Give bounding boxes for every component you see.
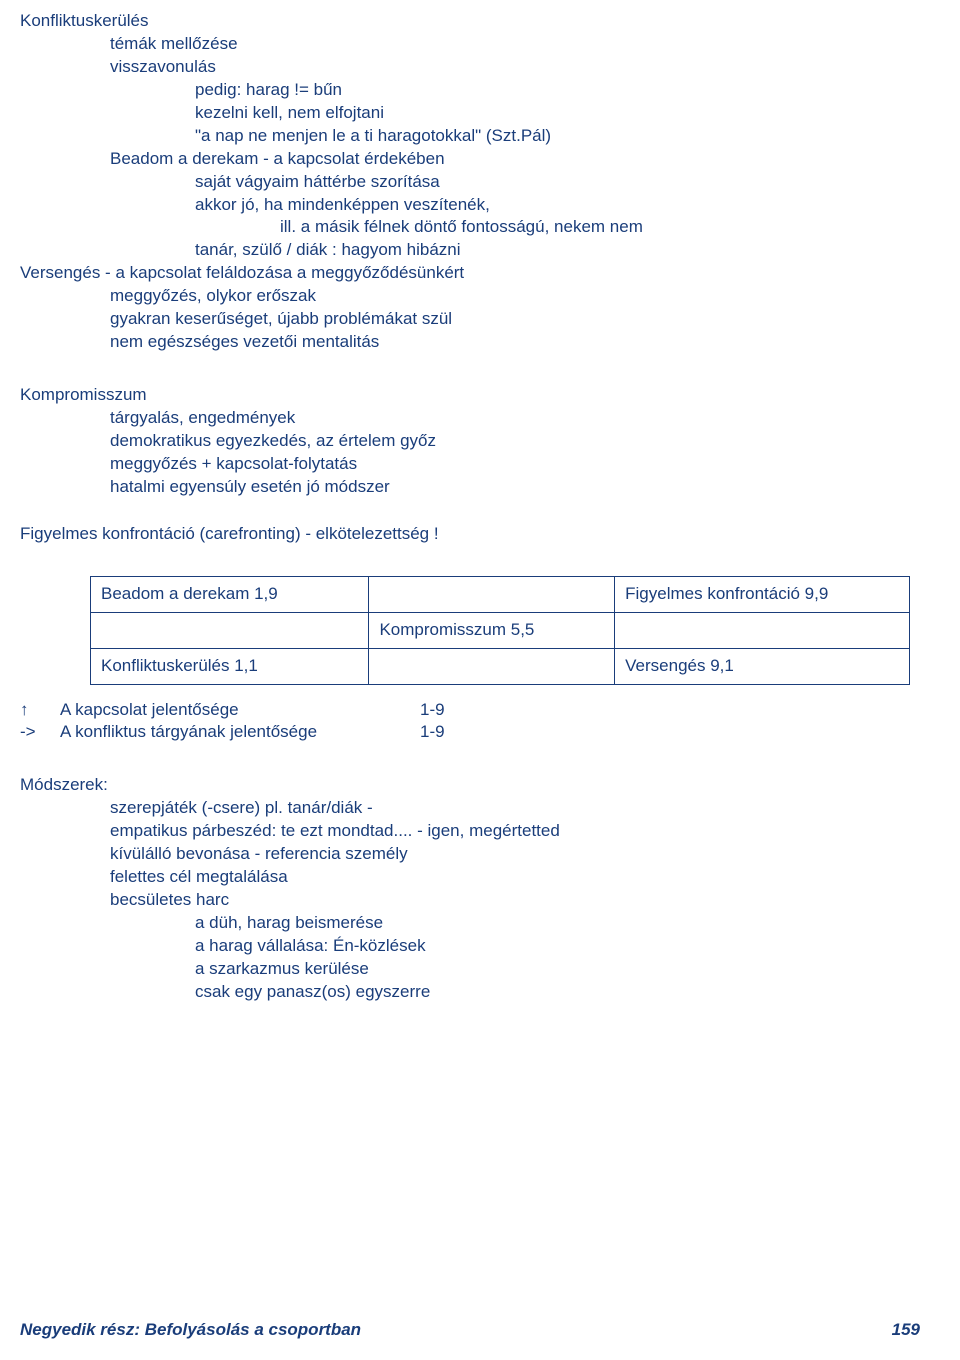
text-line: Módszerek: — [20, 774, 920, 797]
text-line: a düh, harag beismerése — [20, 912, 920, 935]
text-line: a szarkazmus kerülése — [20, 958, 920, 981]
text-line: csak egy panasz(os) egyszerre — [20, 981, 920, 1004]
axes-legend: ↑ A kapcsolat jelentősége 1-9 -> A konfl… — [20, 699, 920, 745]
grid-cell — [369, 648, 615, 684]
text-line: akkor jó, ha mindenképpen veszítenék, — [20, 194, 920, 217]
text-line: Versengés - a kapcsolat feláldozása a me… — [20, 262, 920, 285]
text-line: Konfliktuskerülés — [20, 10, 920, 33]
grid-cell: Versengés 9,1 — [615, 648, 910, 684]
text-line: nem egészséges vezetői mentalitás — [20, 331, 920, 354]
grid-cell: Konfliktuskerülés 1,1 — [91, 648, 369, 684]
text-line: szerepjáték (-csere) pl. tanár/diák - — [20, 797, 920, 820]
text-line: demokratikus egyezkedés, az értelem győz — [20, 430, 920, 453]
conflict-grid-table: Beadom a derekam 1,9 Figyelmes konfrontá… — [90, 576, 910, 685]
footer-section-title: Negyedik rész: Befolyásolás a csoportban — [20, 1319, 361, 1342]
text-line: tanár, szülő / diák : hagyom hibázni — [20, 239, 920, 262]
text-line: Beadom a derekam - a kapcsolat érdekében — [20, 148, 920, 171]
grid-cell: Kompromisszum 5,5 — [369, 612, 615, 648]
text-line: témák mellőzése — [20, 33, 920, 56]
grid-cell — [615, 612, 910, 648]
grid-cell — [369, 576, 615, 612]
text-line: pedig: harag != bűn — [20, 79, 920, 102]
grid-cell — [91, 612, 369, 648]
text-line: meggyőzés, olykor erőszak — [20, 285, 920, 308]
text-line: Kompromisszum — [20, 384, 920, 407]
text-line: empatikus párbeszéd: te ezt mondtad.... … — [20, 820, 920, 843]
text-line: "a nap ne menjen le a ti haragotokkal" (… — [20, 125, 920, 148]
text-line: gyakran keserűséget, újabb problémákat s… — [20, 308, 920, 331]
axis-label: A konfliktus tárgyának jelentősége — [60, 721, 420, 744]
grid-cell: Figyelmes konfrontáció 9,9 — [615, 576, 910, 612]
text-line: tárgyalás, engedmények — [20, 407, 920, 430]
text-line: meggyőzés + kapcsolat-folytatás — [20, 453, 920, 476]
text-line: Figyelmes konfrontáció (carefronting) - … — [20, 523, 920, 546]
text-line: felettes cél megtalálása — [20, 866, 920, 889]
text-line: kívülálló bevonása - referencia személy — [20, 843, 920, 866]
text-line: ill. a másik félnek döntő fontosságú, ne… — [20, 216, 920, 239]
up-arrow-icon: ↑ — [20, 699, 60, 722]
text-line: kezelni kell, nem elfojtani — [20, 102, 920, 125]
text-line: visszavonulás — [20, 56, 920, 79]
text-line: saját vágyaim háttérbe szorítása — [20, 171, 920, 194]
axis-label: A kapcsolat jelentősége — [60, 699, 420, 722]
footer-page-number: 159 — [892, 1319, 920, 1342]
page-footer: Negyedik rész: Befolyásolás a csoportban… — [20, 1319, 920, 1342]
axis-range: 1-9 — [420, 699, 445, 722]
right-arrow-icon: -> — [20, 721, 60, 744]
axis-range: 1-9 — [420, 721, 445, 744]
grid-cell: Beadom a derekam 1,9 — [91, 576, 369, 612]
text-line: becsületes harc — [20, 889, 920, 912]
text-line: hatalmi egyensúly esetén jó módszer — [20, 476, 920, 499]
text-line: a harag vállalása: Én-közlések — [20, 935, 920, 958]
